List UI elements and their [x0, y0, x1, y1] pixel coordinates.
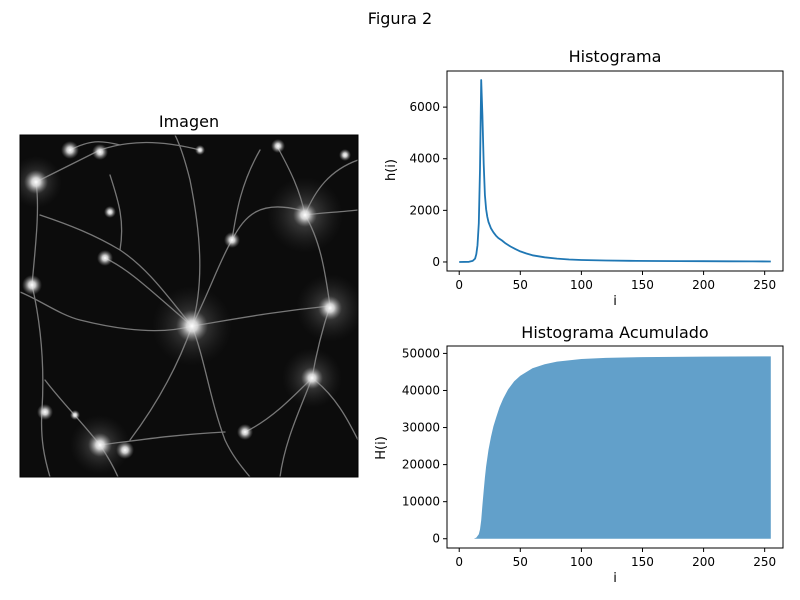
neurite: [99, 431, 226, 446]
neurite: [174, 135, 201, 327]
histogram-ytick-label: 2000: [409, 203, 440, 217]
neurite: [31, 284, 51, 477]
neurite: [104, 257, 193, 327]
neuron-soma: [37, 404, 53, 420]
neuron-soma: [301, 367, 323, 389]
cumulative-ytick-label: 40000: [402, 383, 440, 397]
neuron-soma: [24, 170, 48, 194]
neuron-soma: [318, 296, 342, 320]
neuron-soma: [61, 141, 79, 159]
histogram-ytick-label: 4000: [409, 152, 440, 166]
cumulative-xtick-label: 150: [631, 555, 654, 569]
histogram-xlabel: i: [613, 294, 617, 309]
cumulative-xtick-label: 50: [513, 555, 528, 569]
neurite: [20, 291, 193, 332]
neuron-soma: [224, 232, 240, 248]
neuron-soma: [271, 139, 285, 153]
cumulative-xlabel: i: [613, 571, 617, 586]
cumulative-ytick-label: 30000: [402, 421, 440, 435]
histogram-frame: [446, 70, 784, 272]
histogram-xtick-label: 100: [570, 278, 593, 292]
neuron-micrograph: [20, 135, 358, 477]
neuron-soma: [22, 275, 42, 295]
neuron-soma: [104, 206, 116, 218]
neuron-soma: [237, 424, 253, 440]
cumulative-xtick-label: 100: [570, 555, 593, 569]
cumulative-ytick-label: 0: [432, 532, 440, 546]
neuron-soma: [92, 144, 108, 160]
histogram-chart: Histograma i h(i) 0 50 100 150 200 250 0 2000 4…: [384, 47, 784, 309]
histogram-title: Histograma: [569, 47, 662, 66]
neuron-soma: [195, 145, 205, 155]
neuron-soma: [97, 250, 113, 266]
cumulative-ytick-label: 10000: [402, 495, 440, 509]
cumulative-ytick-label: 20000: [402, 458, 440, 472]
image-panel-title: Imagen: [159, 112, 219, 131]
neuron-soma: [293, 203, 317, 227]
neurite: [191, 325, 251, 477]
histogram-ytick-label: 0: [432, 255, 440, 269]
histogram-series-line: [459, 79, 771, 263]
cumulative-ytick-label: 50000: [402, 346, 440, 360]
histogram-xtick-label: 50: [513, 278, 528, 292]
histogram-xtick-label: 200: [692, 278, 715, 292]
cumulative-xtick-label: 250: [753, 555, 776, 569]
histogram-xtick-label: 250: [753, 278, 776, 292]
cumulative-histogram-chart: Histograma Acumulado i H(i) 0 50 100 150 200…: [374, 323, 784, 586]
neurite: [109, 174, 123, 251]
histogram-ylabel: h(i): [384, 159, 399, 181]
neuron-soma: [176, 310, 208, 342]
image-frame: [19, 134, 359, 478]
neuron-soma: [339, 149, 351, 161]
histogram-ytick-label: 6000: [409, 100, 440, 114]
histogram-xtick-label: 150: [631, 278, 654, 292]
neuron-soma: [116, 441, 134, 459]
neuron-soma: [70, 410, 80, 420]
cumulative-ylabel: H(i): [374, 436, 389, 460]
cumulative-xtick-label: 0: [455, 555, 463, 569]
neuron-soma: [88, 433, 112, 457]
cumulative-frame: [446, 345, 784, 549]
cumulative-title: Histograma Acumulado: [521, 323, 708, 342]
cumulative-xtick-label: 200: [692, 555, 715, 569]
cumulative-series-area: [473, 356, 771, 539]
histogram-xtick-label: 0: [455, 278, 463, 292]
figure-title: Figura 2: [367, 9, 433, 28]
